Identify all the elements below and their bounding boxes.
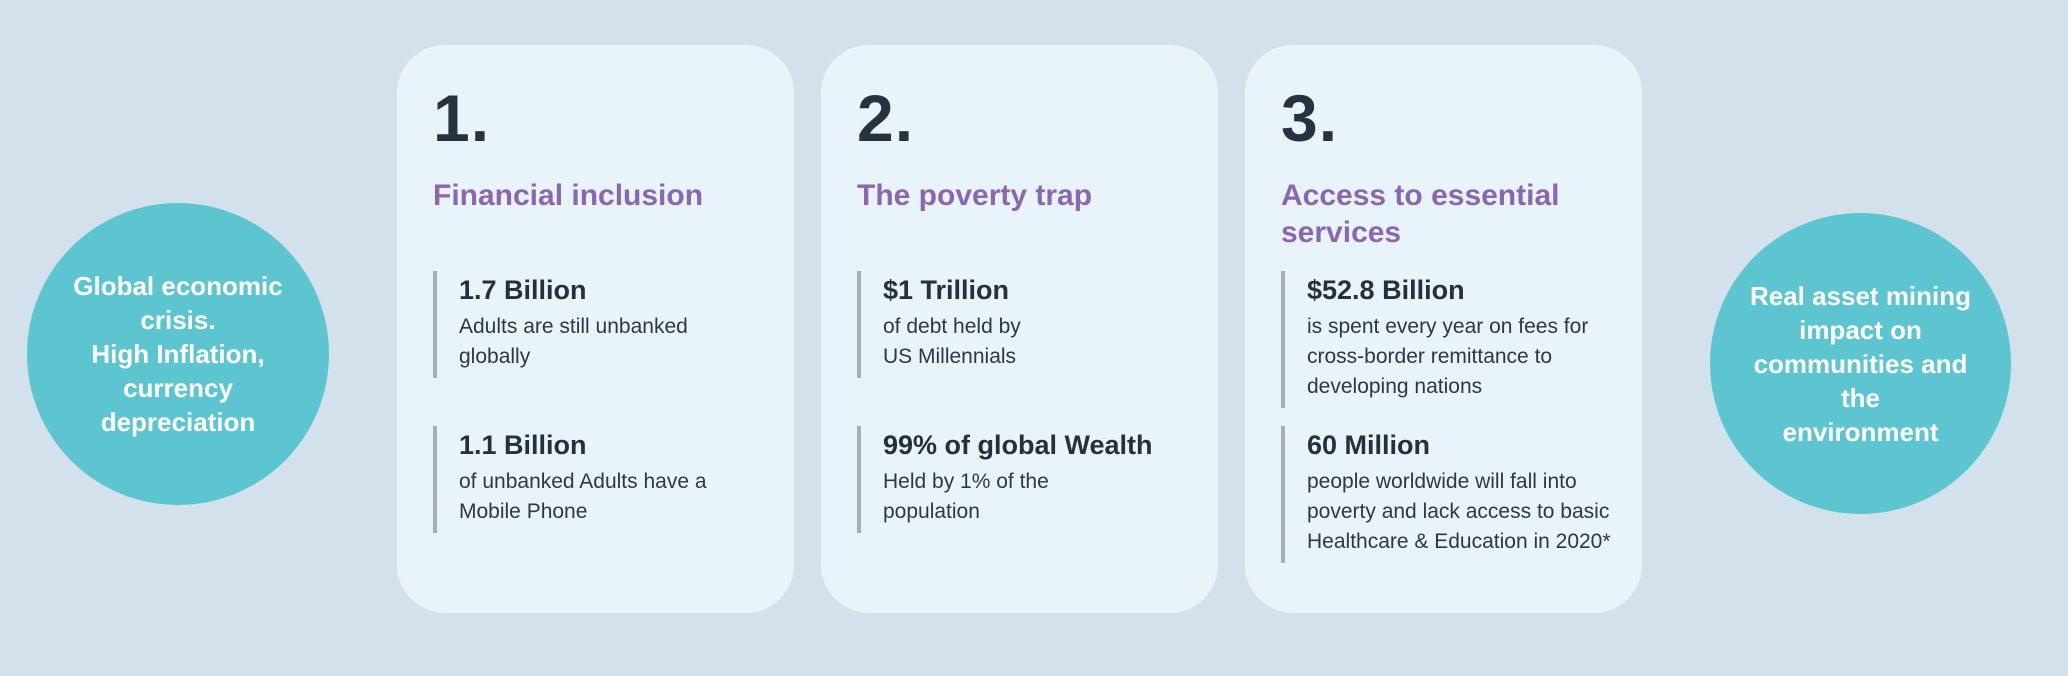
stat-value: 60 Million: [1307, 430, 1431, 460]
stat-remittance-fees: $52.8 Billion is spent every year on fee…: [1281, 271, 1616, 408]
card-2-number: 2.: [857, 81, 915, 155]
card-2-title: The poverty trap: [857, 179, 1093, 212]
card-1-number: 1.: [433, 81, 491, 155]
stat-value: 99% of global Wealth: [883, 430, 1153, 460]
card-3-number: 3.: [1281, 81, 1339, 155]
global-crisis-circle-text: Global economic crisis. High Inflation, …: [73, 271, 283, 437]
stat-description: is spent every year on fees for cross-bo…: [1307, 315, 1589, 398]
card-poverty-trap: 2. The poverty trap $1 Trillion of debt …: [821, 45, 1218, 613]
stat-value: 1.1 Billion: [459, 430, 587, 460]
card-access-essential-services: 3. Access to essential services $52.8 Bi…: [1245, 45, 1642, 613]
mining-impact-circle: Real asset mining impact on communities …: [1710, 213, 2011, 514]
card-3-title: Access to essential services: [1281, 179, 1560, 249]
stat-millennial-debt: $1 Trillion of debt held by US Millennia…: [857, 271, 1192, 378]
stat-poverty-forecast: 60 Million people worldwide will fall in…: [1281, 426, 1616, 563]
stat-unbanked-mobile: 1.1 Billion of unbanked Adults have a Mo…: [433, 426, 768, 533]
global-crisis-circle: Global economic crisis. High Inflation, …: [27, 203, 329, 505]
stat-description: Adults are still unbanked globally: [459, 315, 688, 368]
stat-value: $52.8 Billion: [1307, 275, 1465, 305]
stat-wealth-concentration: 99% of global Wealth Held by 1% of the p…: [857, 426, 1192, 533]
card-1-title: Financial inclusion: [433, 179, 704, 212]
stat-unbanked-adults: 1.7 Billion Adults are still unbanked gl…: [433, 271, 768, 378]
stat-description: people worldwide will fall into poverty …: [1307, 470, 1611, 553]
mining-impact-circle-text: Real asset mining impact on communities …: [1749, 280, 1972, 447]
stat-value: $1 Trillion: [883, 275, 1010, 305]
stat-description: of unbanked Adults have a Mobile Phone: [459, 470, 707, 523]
card-financial-inclusion: 1. Financial inclusion 1.7 Billion Adult…: [397, 45, 794, 613]
cards-row: 1. Financial inclusion 1.7 Billion Adult…: [397, 45, 1642, 613]
stat-value: 1.7 Billion: [459, 275, 587, 305]
stat-description: of debt held by US Millennials: [883, 315, 1021, 368]
stat-description: Held by 1% of the population: [883, 470, 1049, 523]
